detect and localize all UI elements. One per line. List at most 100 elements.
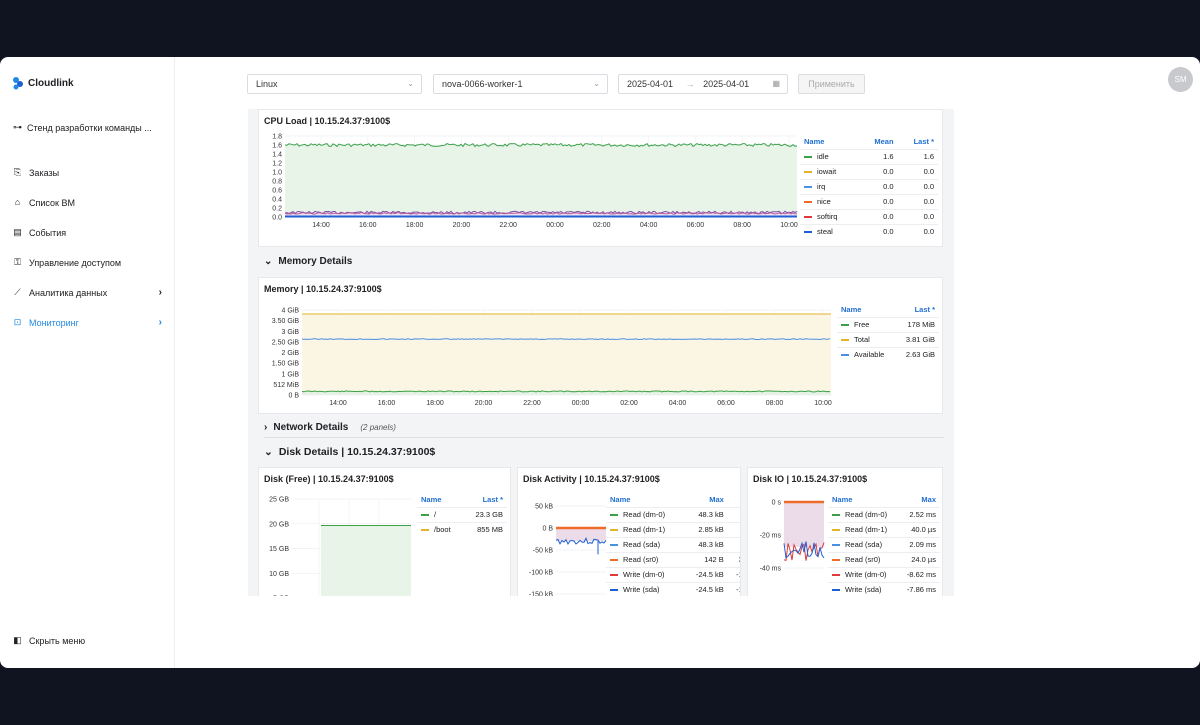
legend-row[interactable]: Read (dm-0) 48.3 kB2. [606, 506, 740, 522]
sidebar-item-analytics[interactable]: ⟋ Аналитика данных › [12, 287, 162, 298]
legend-series-name[interactable]: idle [800, 148, 859, 164]
disk-free-chart[interactable]: 25 GB 20 GB 15 GB 10 GB 5 GB [259, 490, 417, 596]
panel-title[interactable]: Memory | 10.15.24.37:9100$ [264, 284, 382, 294]
legend-header-last[interactable]: Last * [482, 495, 503, 505]
os-select[interactable]: Linux ⌄ [247, 74, 422, 94]
legend-series-name[interactable]: steal [800, 223, 859, 239]
host-select[interactable]: nova-0066-worker-1 ⌄ [433, 74, 608, 94]
date-from[interactable]: 2025-04-01 [627, 79, 674, 89]
apply-button[interactable]: Применить [798, 74, 865, 94]
legend-row[interactable]: Read (sr0) 24.0 µs [828, 551, 940, 567]
legend-series-name[interactable]: Read (dm-0) [606, 506, 684, 522]
legend-row[interactable]: Read (sr0) 142 B35 [606, 551, 740, 567]
user-avatar[interactable]: SM [1168, 67, 1193, 92]
legend-row[interactable]: Write (dm-0) -8.62 ms [828, 566, 940, 582]
legend-header-last[interactable]: Last * [913, 137, 934, 147]
legend-series-name[interactable]: Write (sda) [828, 581, 899, 596]
legend-header-max[interactable]: Max [709, 495, 724, 505]
disk-io-chart[interactable]: 0 s -20 ms -40 ms [748, 490, 828, 596]
legend-row[interactable]: /boot 855 MB [417, 521, 507, 537]
legend-row[interactable]: / 23.3 GB [417, 506, 507, 522]
legend-row[interactable]: Read (dm-0) 2.52 ms [828, 506, 940, 522]
collapse-icon: ◧ [13, 635, 22, 645]
legend-header-name[interactable]: Name [610, 495, 631, 505]
date-to[interactable]: 2025-04-01 [703, 79, 750, 89]
legend-row[interactable]: idle 1.6 1.6 [800, 148, 938, 164]
legend-row[interactable]: irq 0.0 0.0 [800, 178, 938, 194]
legend-header-max[interactable]: Max [921, 495, 936, 505]
legend-series-name[interactable]: / [417, 506, 464, 522]
legend-header-mean[interactable]: Mean [874, 137, 894, 147]
legend-row[interactable]: Read (dm-1) 40.0 µs [828, 521, 940, 537]
legend-series-name[interactable]: iowait [800, 163, 859, 179]
panel-title[interactable]: Disk Activity | 10.15.24.37:9100$ [523, 474, 660, 484]
legend-row[interactable]: Total 3.81 GiB [837, 331, 939, 347]
sidebar-item-vm-list[interactable]: ⌂ Список ВМ [12, 197, 162, 208]
io-area [784, 502, 824, 547]
legend-series-name[interactable]: Read (dm-0) [828, 506, 899, 522]
panel-title[interactable]: Disk (Free) | 10.15.24.37:9100$ [264, 474, 394, 484]
legend-series-name[interactable]: softirq [800, 208, 859, 224]
sidebar-item-access[interactable]: ⚿ Управление доступом [12, 257, 162, 268]
legend-row[interactable]: softirq 0.0 0.0 [800, 208, 938, 224]
legend-series-name[interactable]: Read (sda) [606, 536, 684, 552]
legend-header-name[interactable]: Name [841, 305, 862, 315]
legend-header-name[interactable]: Name [421, 495, 442, 505]
brand-logo[interactable]: Cloudlink [12, 76, 74, 90]
legend-series-name[interactable]: Read (dm-1) [828, 521, 899, 537]
y-tick-label: 3.50 GiB [272, 318, 300, 325]
legend-series-name[interactable]: Write (dm-0) [606, 566, 684, 582]
disk-activity-chart[interactable]: 50 kB 0 B -50 kB -100 kB -150 kB [518, 490, 610, 596]
legend-series-name[interactable]: Read (sr0) [828, 551, 899, 567]
panel-title[interactable]: CPU Load | 10.15.24.37:9100$ [264, 116, 391, 126]
legend-series-name[interactable]: Read (sr0) [606, 551, 684, 567]
legend-row[interactable]: Write (sda) -7.86 ms [828, 581, 940, 596]
legend-row[interactable]: Write (dm-0) -24.5 kB-16 [606, 566, 740, 582]
legend-header-name[interactable]: Name [804, 137, 825, 147]
x-tick-label: 10:00 [780, 222, 798, 229]
disk-section-toggle[interactable]: ⌄ Disk Details | 10.15.24.37:9100$ [264, 446, 435, 458]
memory-chart[interactable]: 4 GiB 3.50 GiB 3 GiB 2.50 GiB 2 GiB 1.50 GiB 1… [259, 300, 839, 413]
network-section-toggle[interactable]: › Network Details (2 panels) [264, 422, 944, 438]
sidebar-item-orders[interactable]: ⎘ Заказы [12, 167, 162, 178]
legend-series-name[interactable]: /boot [417, 521, 464, 537]
panel-title[interactable]: Disk IO | 10.15.24.37:9100$ [753, 474, 868, 484]
project-selector[interactable]: ⊶ Стенд разработки команды ... [12, 122, 152, 133]
legend-row[interactable]: Available 2.63 GiB [837, 346, 939, 362]
legend-series-name[interactable]: irq [800, 178, 859, 194]
x-tick-label: 20:00 [453, 222, 471, 229]
memory-section-toggle[interactable]: ⌄ Memory Details [264, 256, 352, 267]
legend-row[interactable]: Read (dm-1) 2.85 kB7 [606, 521, 740, 537]
legend-header-extra [728, 493, 740, 507]
legend-header-name[interactable]: Name [832, 495, 853, 505]
hide-menu-button[interactable]: ◧ Скрыть меню [12, 635, 85, 646]
sidebar-item-events[interactable]: ▤ События [12, 227, 162, 238]
legend-row[interactable]: Read (sda) 2.09 ms [828, 536, 940, 552]
y-tick-label: -150 kB [529, 592, 553, 597]
legend-row[interactable]: Free 178 MiB [837, 316, 939, 332]
legend-series-name[interactable]: Read (dm-1) [606, 521, 684, 537]
legend-series-name[interactable]: Read (sda) [828, 536, 899, 552]
legend-row[interactable]: iowait 0.0 0.0 [800, 163, 938, 179]
legend-row[interactable]: Write (sda) -24.5 kB-16 [606, 581, 740, 596]
legend-value-max: 48.3 kB [683, 536, 728, 552]
sidebar-item-monitoring[interactable]: ⊡ Мониторинг › [12, 317, 162, 328]
cpu-chart[interactable]: 1.8 1.6 1.4 1.2 1.0 0.8 0.6 0.4 0.2 0.0 14:00 16:00… [259, 132, 804, 247]
write-series [555, 537, 607, 546]
legend-series-name[interactable]: Write (sda) [606, 581, 684, 596]
legend-row[interactable]: Read (sda) 48.3 kB2. [606, 536, 740, 552]
legend-row[interactable]: nice 0.0 0.0 [800, 193, 938, 209]
legend-row[interactable]: steal 0.0 0.0 [800, 223, 938, 239]
legend-series-name[interactable]: Total [837, 331, 897, 347]
write-sda-series [783, 541, 825, 559]
series-swatch [832, 589, 840, 592]
disk-activity-panel: Disk Activity | 10.15.24.37:9100$ 50 kB 0… [517, 467, 741, 596]
legend-series-name[interactable]: Write (dm-0) [828, 566, 899, 582]
legend-series-name[interactable]: nice [800, 193, 859, 209]
date-range-picker[interactable]: 2025-04-01 → 2025-04-01 ▦ [618, 74, 788, 94]
legend-header-last[interactable]: Last * [914, 305, 935, 315]
legend-series-name[interactable]: Free [837, 316, 897, 332]
legend-series-name[interactable]: Available [837, 346, 897, 362]
legend-value-last: 23.3 GB [463, 506, 507, 522]
y-tick-label: 10 GB [269, 571, 289, 578]
